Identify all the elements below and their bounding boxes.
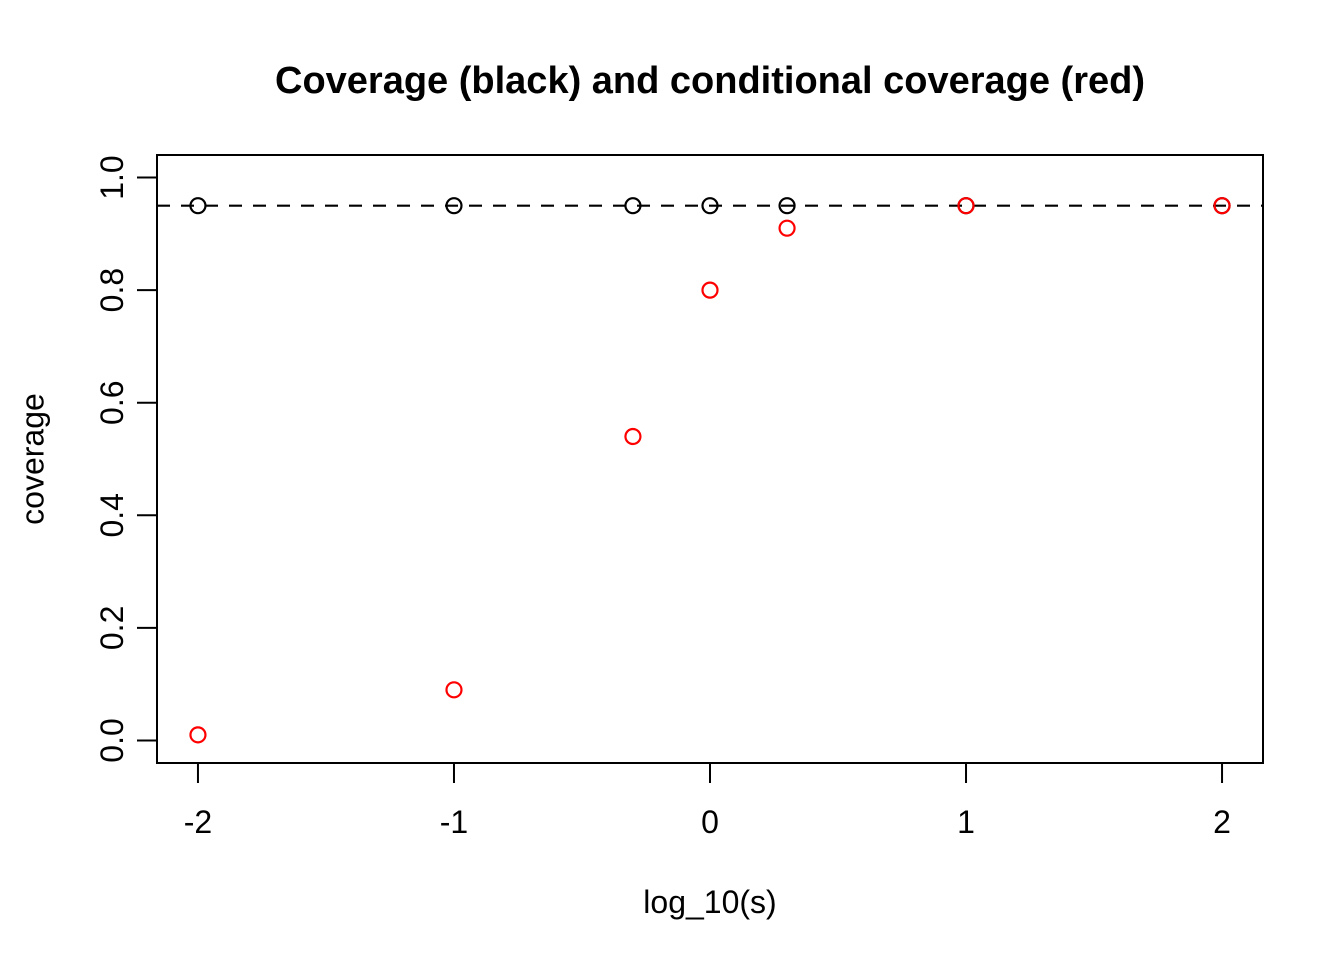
x-tick-label: 0 [701, 804, 719, 840]
point-conditional-coverage [624, 427, 642, 446]
point-conditional-coverage [445, 681, 463, 699]
chart-title: Coverage (black) and conditional coverag… [275, 60, 1145, 102]
y-tick-label: 0.2 [94, 606, 130, 650]
point-coverage [624, 197, 642, 215]
x-axis-label: log_10(s) [643, 884, 777, 920]
y-tick-label: 0.4 [94, 493, 130, 537]
point-conditional-coverage [957, 197, 975, 215]
y-tick-label: 1.0 [94, 155, 130, 199]
y-tick-label: 0.6 [94, 380, 130, 424]
y-tick-label: 0.0 [94, 718, 130, 762]
x-tick-label: -1 [440, 804, 468, 840]
x-tick-label: -2 [184, 804, 212, 840]
plot-box [156, 154, 1264, 764]
point-coverage [778, 197, 796, 215]
y-axis-label: coverage [14, 393, 51, 525]
x-tick-label: 2 [1213, 804, 1231, 840]
point-conditional-coverage [189, 726, 207, 744]
point-coverage [701, 197, 719, 215]
point-conditional-coverage [778, 219, 796, 237]
point-coverage [445, 197, 463, 215]
point-conditional-coverage [701, 281, 719, 299]
point-coverage [189, 197, 207, 215]
x-tick-label: 1 [957, 804, 975, 840]
y-tick-label: 0.8 [94, 268, 130, 312]
point-conditional-coverage [1213, 197, 1231, 215]
